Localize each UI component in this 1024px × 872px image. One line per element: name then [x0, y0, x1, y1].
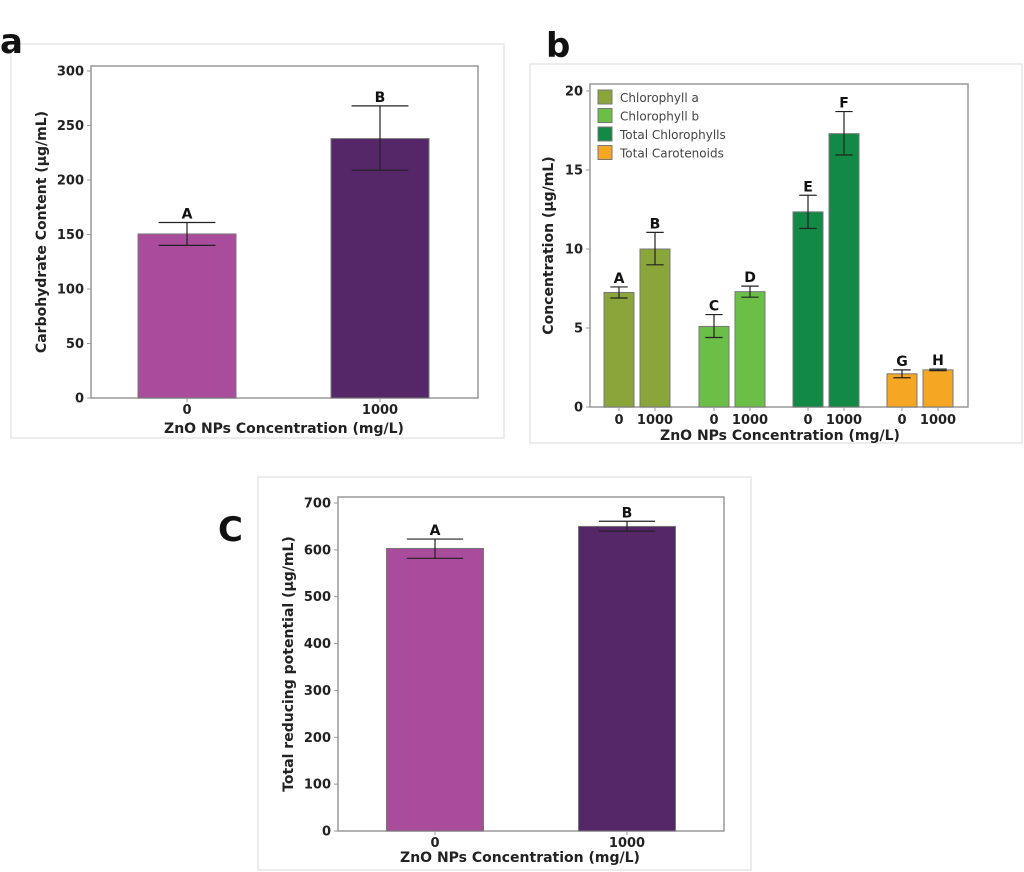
x-tick-label: 0	[897, 413, 906, 428]
plot-frame	[589, 83, 969, 408]
bar	[386, 547, 484, 832]
legend-label: Chlorophyll b	[620, 110, 699, 124]
panel-letter: b	[546, 26, 570, 66]
bar	[603, 291, 635, 408]
significance-label: C	[709, 299, 719, 315]
y-tick-label: 0	[75, 392, 84, 407]
y-tick-label: 250	[57, 119, 84, 134]
panel-b: b 0 5 10 15 20 Concentration (µg/mL) ZnO NPs Co…	[529, 26, 1023, 444]
y-tick-label: 600	[304, 543, 331, 558]
y-tick-label: 0	[574, 401, 583, 416]
bar	[698, 325, 730, 408]
y-tick-label: 50	[66, 337, 84, 352]
significance-label: G	[896, 354, 908, 370]
legend-swatch	[597, 108, 613, 123]
x-tick-label: 0	[709, 413, 718, 428]
panel-border	[257, 476, 752, 871]
legend-label: Total Chlorophylls	[619, 128, 726, 142]
y-tick-label: 15	[565, 164, 583, 179]
x-tick-label: 1000	[732, 413, 768, 428]
panel-a: a 0 50 100 150 200 250 300 Carbohydrate Content …	[0, 22, 505, 439]
y-axis-title: Carbohydrate Content (µg/mL)	[34, 111, 50, 353]
x-axis-title: ZnO NPs Concentration (mg/L)	[164, 421, 404, 437]
panel-letter: a	[0, 22, 23, 62]
significance-label: B	[650, 216, 661, 232]
plot-frame	[90, 65, 479, 399]
y-tick-label: 0	[322, 825, 331, 840]
x-tick-label: 0	[614, 413, 623, 428]
x-axis-title: ZnO NPs Concentration (mg/L)	[660, 428, 900, 444]
legend-swatch	[597, 126, 613, 142]
legend-swatch	[597, 89, 613, 105]
significance-label: F	[839, 96, 849, 112]
panel-border	[10, 43, 505, 439]
bar	[137, 233, 237, 399]
legend-swatch	[597, 145, 613, 160]
panel-letter: C	[218, 510, 243, 550]
x-tick-label: 1000	[362, 403, 398, 418]
significance-label: D	[744, 270, 756, 286]
bar	[886, 373, 918, 408]
y-axis-title: Concentration (µg/mL)	[541, 156, 557, 334]
bar	[639, 248, 671, 408]
y-tick-label: 200	[57, 174, 84, 189]
legend-label: Chlorophyll a	[620, 91, 699, 105]
y-tick-label: 10	[565, 243, 583, 258]
plot-frame	[337, 496, 725, 832]
y-tick-label: 500	[304, 590, 331, 605]
bar	[792, 211, 824, 408]
y-tick-label: 100	[57, 283, 84, 298]
x-axis-title: ZnO NPs Concentration (mg/L)	[400, 850, 640, 866]
x-tick-label: 0	[182, 403, 191, 418]
y-tick-label: 400	[304, 637, 331, 652]
significance-label: E	[803, 179, 813, 195]
y-tick-label: 700	[304, 497, 331, 512]
significance-label: A	[182, 207, 193, 223]
x-tick-label: 0	[803, 413, 812, 428]
bar	[828, 133, 860, 408]
x-tick-label: 0	[430, 836, 439, 851]
bar	[922, 369, 954, 408]
y-tick-label: 300	[57, 65, 84, 80]
y-tick-label: 300	[304, 684, 331, 699]
legend-label: Total Carotenoids	[619, 147, 724, 161]
y-tick-label: 5	[574, 322, 583, 337]
y-tick-label: 100	[304, 778, 331, 793]
significance-label: B	[622, 505, 633, 521]
bar	[578, 525, 676, 832]
x-tick-label: 1000	[637, 413, 673, 428]
x-tick-label: 1000	[920, 413, 956, 428]
bar	[734, 291, 766, 408]
panel-C: C 0 100 200 300 400 500 600 700 Total reducing po…	[218, 476, 752, 871]
y-tick-label: 150	[57, 228, 84, 243]
significance-label: A	[430, 523, 441, 539]
significance-label: B	[375, 90, 386, 106]
y-tick-label: 20	[565, 85, 583, 100]
y-axis-title: Total reducing potential (µg/mL)	[281, 536, 297, 792]
significance-label: A	[614, 271, 625, 287]
y-tick-label: 200	[304, 731, 331, 746]
x-tick-label: 1000	[609, 836, 645, 851]
bar	[330, 138, 430, 399]
significance-label: H	[932, 353, 944, 369]
x-tick-label: 1000	[826, 413, 862, 428]
